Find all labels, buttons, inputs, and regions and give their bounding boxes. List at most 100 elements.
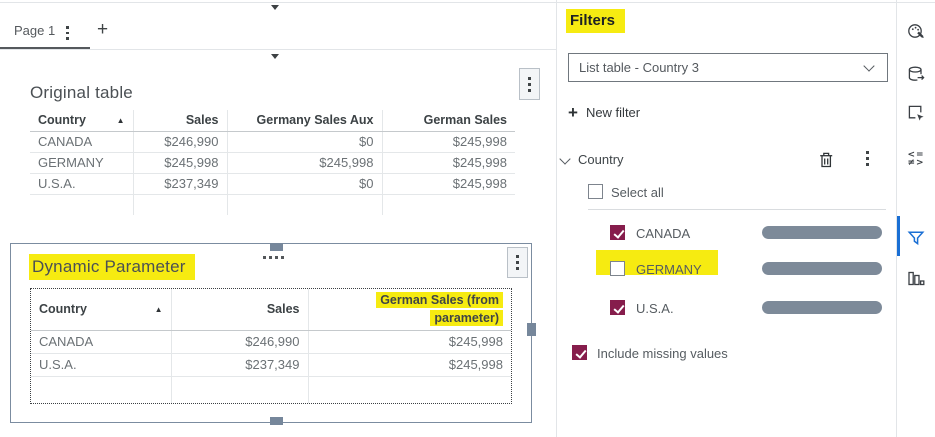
resize-handle-bottom[interactable] xyxy=(270,417,283,425)
original-table-title: Original table xyxy=(30,83,133,102)
drag-handle-dots-icon[interactable] xyxy=(263,256,284,259)
checkbox-label-canada: CANADA xyxy=(636,226,691,241)
checkbox-usa[interactable] xyxy=(610,300,625,315)
conditions-button[interactable]: <= ≠> xyxy=(904,147,928,171)
table-row[interactable]: U.S.A. $237,349 $0 $245,998 xyxy=(30,173,515,195)
table-row[interactable]: CANADA $246,990 $0 $245,998 xyxy=(30,131,515,153)
empty-table-row xyxy=(30,194,515,215)
checkbox-label-germany: GERMANY xyxy=(636,262,702,277)
highlighted-heading-text: Filters xyxy=(566,9,626,33)
data-button[interactable] xyxy=(904,62,928,86)
filter-group-label: Country xyxy=(578,152,624,167)
objects-button[interactable] xyxy=(904,101,928,125)
original-table: Country ▲ Sales Germany Sales Aux German… xyxy=(30,110,515,215)
selected-object-label: List table - Country 3 xyxy=(579,60,699,75)
kebab-icon xyxy=(516,255,519,270)
conditional-rules-icon: <= ≠> xyxy=(907,149,925,168)
new-filter-button[interactable]: + New filter xyxy=(568,104,640,121)
collapse-toolbar-arrow-icon[interactable] xyxy=(271,5,279,10)
resize-handle-right[interactable] xyxy=(527,323,536,336)
table-cell: $237,349 xyxy=(170,353,308,377)
dynamic-table: Country ▲ Sales German Sales (from param… xyxy=(31,289,511,403)
table-cell: U.S.A. xyxy=(31,353,171,377)
dynamic-parameter-selection-frame[interactable]: Dynamic Parameter Country ▲ Sales German… xyxy=(10,243,536,425)
filter-funnel-icon xyxy=(907,231,925,246)
ranks-button[interactable] xyxy=(904,266,928,290)
column-header-country[interactable]: Country ▲ xyxy=(30,110,133,132)
sort-ascending-icon: ▲ xyxy=(116,115,125,125)
column-header-sales[interactable]: Sales xyxy=(132,110,227,132)
table-cell: U.S.A. xyxy=(30,173,133,195)
table-cell: $246,990 xyxy=(132,131,227,153)
table-cell: CANADA xyxy=(30,131,133,153)
checkbox-germany[interactable] xyxy=(610,261,625,276)
select-all-checkbox[interactable] xyxy=(588,184,603,199)
column-label: Country xyxy=(39,302,87,317)
table-cell: $237,349 xyxy=(132,173,227,195)
table-cell: $0 xyxy=(226,173,382,195)
column-header-country[interactable]: Country ▲ xyxy=(31,289,171,331)
filter-object-selector-dropdown[interactable]: List table - Country 3 xyxy=(568,53,888,82)
filters-button[interactable] xyxy=(904,226,928,250)
dynamic-table-border: Country ▲ Sales German Sales (from param… xyxy=(30,288,512,404)
table-cell: $245,998 xyxy=(381,131,515,153)
select-object-icon xyxy=(908,105,924,121)
filters-heading: Filters xyxy=(566,9,626,33)
table-cell: GERMANY xyxy=(30,152,133,174)
table-cell: $245,998 xyxy=(381,152,515,174)
active-panel-indicator xyxy=(897,216,900,256)
table-row[interactable]: GERMANY $245,998 $245,998 $245,998 xyxy=(30,152,515,174)
kebab-icon xyxy=(866,151,869,166)
filter-list-divider xyxy=(588,209,886,210)
dynamic-table-title: Dynamic Parameter xyxy=(29,254,195,280)
top-divider xyxy=(0,2,935,3)
header-row: Country ▲ Sales German Sales (from param… xyxy=(31,289,511,331)
database-icon xyxy=(908,66,925,81)
original-table-menu-button[interactable] xyxy=(519,68,540,100)
column-header-german-sales[interactable]: German Sales xyxy=(381,110,515,132)
page-menu-kebab-icon[interactable] xyxy=(66,26,69,40)
table-cell: $246,990 xyxy=(170,330,308,354)
dynamic-table-menu-button[interactable] xyxy=(507,247,528,278)
sort-ascending-icon: ▲ xyxy=(154,304,163,314)
new-filter-label: New filter xyxy=(585,105,641,120)
table-row[interactable]: CANADA $246,990 $245,998 xyxy=(31,330,511,354)
palette-icon xyxy=(908,24,924,38)
table-row[interactable]: U.S.A. $237,349 $245,998 xyxy=(31,353,511,377)
frequency-bar-canada xyxy=(762,226,882,239)
include-missing-checkbox[interactable] xyxy=(572,345,587,360)
checkbox-label-usa: U.S.A. xyxy=(636,301,674,316)
filter-group-menu-button[interactable] xyxy=(866,151,869,166)
highlighted-column-text: German Sales (from parameter) xyxy=(376,292,503,327)
bar-chart-icon xyxy=(908,271,925,286)
tab-page-1[interactable]: Page 1 xyxy=(14,23,56,38)
table-cell: CANADA xyxy=(31,330,171,354)
report-style-button[interactable] xyxy=(904,19,928,43)
collapse-pagebar-arrow-icon[interactable] xyxy=(271,54,279,59)
select-all-label: Select all xyxy=(611,185,664,200)
column-header-german-sales-parameter[interactable]: German Sales (from parameter) xyxy=(307,289,511,331)
collapse-chevron-icon[interactable] xyxy=(559,153,571,165)
include-missing-label: Include missing values xyxy=(597,346,728,361)
column-header-germany-sales-aux[interactable]: Germany Sales Aux xyxy=(226,110,382,132)
empty-table-row xyxy=(31,376,511,403)
add-page-button[interactable]: + xyxy=(97,19,109,40)
rail-divider xyxy=(896,0,897,437)
panel-divider xyxy=(556,0,557,437)
resize-handle-top[interactable] xyxy=(270,243,283,251)
table-cell: $245,998 xyxy=(226,152,382,174)
tabbar-divider xyxy=(0,49,556,50)
trash-icon xyxy=(820,152,833,168)
frequency-bar-usa xyxy=(762,301,882,314)
delete-filter-button[interactable] xyxy=(816,149,836,174)
table-cell: $245,998 xyxy=(307,330,511,354)
table-cell: $0 xyxy=(226,131,382,153)
column-header-sales[interactable]: Sales xyxy=(170,289,308,331)
table-cell: $245,998 xyxy=(381,173,515,195)
checkbox-canada[interactable] xyxy=(610,225,625,240)
table-cell: $245,998 xyxy=(307,353,511,377)
column-label: Country xyxy=(38,113,86,128)
highlighted-title-text: Dynamic Parameter xyxy=(29,254,195,280)
plus-icon: + xyxy=(568,103,578,122)
